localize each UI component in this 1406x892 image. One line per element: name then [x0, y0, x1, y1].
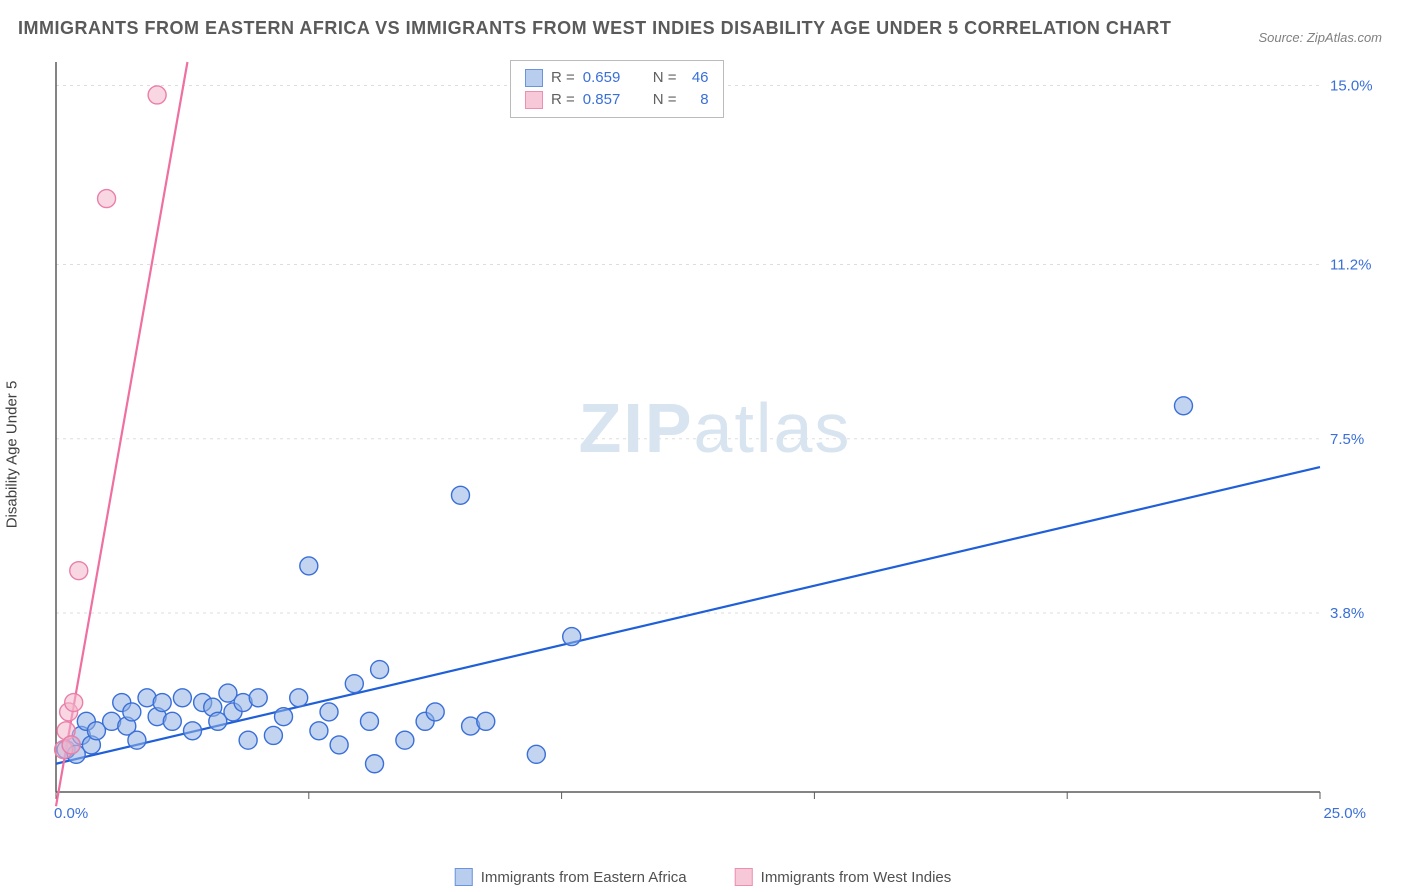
- svg-text:11.2%: 11.2%: [1330, 257, 1371, 274]
- legend-swatch-icon: [735, 868, 753, 886]
- legend-swatch-icon: [455, 868, 473, 886]
- series-legend-item: Immigrants from Eastern Africa: [455, 868, 687, 886]
- n-value: 8: [685, 89, 709, 111]
- n-label: N =: [653, 67, 677, 89]
- scatter-chart-svg: 3.8% 7.5% 11.2% 15.0% 0.0% 25.0%: [50, 58, 1380, 828]
- n-label: N =: [653, 89, 677, 111]
- svg-text:0.0%: 0.0%: [54, 805, 88, 822]
- svg-text:7.5%: 7.5%: [1330, 431, 1364, 448]
- series-legend-item: Immigrants from West Indies: [735, 868, 952, 886]
- legend-swatch-icon: [525, 69, 543, 87]
- series-legend: Immigrants from Eastern Africa Immigrants…: [455, 868, 952, 886]
- source-attribution: Source: ZipAtlas.com: [1258, 30, 1382, 45]
- svg-text:25.0%: 25.0%: [1323, 805, 1366, 822]
- correlation-legend-row: R = 0.659 N = 46: [525, 67, 709, 89]
- legend-swatch-icon: [525, 91, 543, 109]
- series-legend-label: Immigrants from West Indies: [761, 869, 952, 886]
- plot-area: 3.8%7.5%11.2%15.0%0.0%25.0% ZIPatlas R =…: [50, 58, 1380, 828]
- y-axis-label: Disability Age Under 5: [4, 381, 21, 529]
- r-value: 0.659: [583, 67, 631, 89]
- r-label: R =: [551, 67, 575, 89]
- chart-title: IMMIGRANTS FROM EASTERN AFRICA VS IMMIGR…: [18, 18, 1171, 39]
- svg-text:3.8%: 3.8%: [1330, 605, 1364, 622]
- svg-text:15.0%: 15.0%: [1330, 78, 1373, 95]
- r-label: R =: [551, 89, 575, 111]
- r-value: 0.857: [583, 89, 631, 111]
- correlation-legend-row: R = 0.857 N = 8: [525, 89, 709, 111]
- series-legend-label: Immigrants from Eastern Africa: [481, 869, 687, 886]
- correlation-legend-box: R = 0.659 N = 46 R = 0.857 N = 8: [510, 60, 724, 118]
- n-value: 46: [685, 67, 709, 89]
